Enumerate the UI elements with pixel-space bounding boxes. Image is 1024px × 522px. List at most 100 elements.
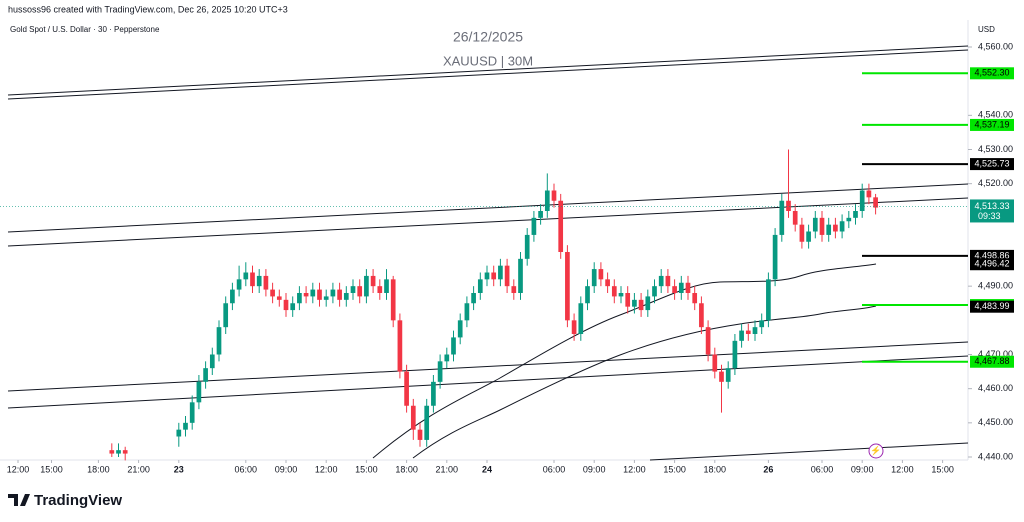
candle-body bbox=[625, 293, 631, 307]
candle-body bbox=[792, 211, 798, 225]
candle-body bbox=[337, 289, 342, 300]
candle-body bbox=[464, 303, 470, 321]
y-tick-label: 4,490.00 bbox=[978, 281, 1013, 291]
candle-body bbox=[330, 289, 336, 297]
level-label-box bbox=[970, 258, 1014, 271]
x-tick-label: 21:00 bbox=[436, 464, 459, 474]
logo-text: TradingView bbox=[34, 492, 122, 509]
candle-body bbox=[859, 190, 865, 211]
candle-body bbox=[343, 293, 349, 300]
x-tick-label: 26 bbox=[763, 464, 773, 474]
candle-body bbox=[578, 303, 584, 334]
candle-body bbox=[719, 371, 724, 382]
watermark-symbol: XAUUSD | 30M bbox=[443, 53, 533, 68]
candle-body bbox=[250, 272, 255, 287]
x-tick-label: 06:00 bbox=[235, 464, 258, 474]
level-label: 4,498.86 bbox=[974, 250, 1009, 260]
candle-body bbox=[585, 286, 590, 304]
candle-body bbox=[243, 272, 249, 280]
x-tick-label: 06:00 bbox=[543, 464, 566, 474]
candle-body bbox=[638, 299, 644, 311]
x-tick-label: 21:00 bbox=[127, 464, 150, 474]
candle-body bbox=[290, 303, 296, 311]
author-line: hussoss96 created with TradingView.com, … bbox=[8, 4, 288, 14]
candle-body bbox=[766, 279, 771, 321]
candle-body bbox=[739, 330, 744, 341]
x-tick-label: 12:00 bbox=[891, 464, 914, 474]
candle-body bbox=[605, 279, 610, 287]
candle-body bbox=[819, 217, 825, 235]
candle-body bbox=[303, 293, 309, 297]
candle-body bbox=[357, 286, 363, 297]
x-tick-label: 09:00 bbox=[275, 464, 298, 474]
event-icon[interactable] bbox=[868, 443, 884, 459]
y-tick-label: 4,560.00 bbox=[978, 41, 1013, 51]
candle-body bbox=[417, 429, 423, 440]
x-tick-label: 15:00 bbox=[355, 464, 378, 474]
logo: TradingView bbox=[8, 492, 122, 509]
candle-body bbox=[404, 371, 409, 406]
x-tick-label: 09:00 bbox=[851, 464, 874, 474]
trend-lines bbox=[7, 45, 969, 461]
candle-body bbox=[685, 282, 691, 293]
candle-body bbox=[116, 450, 121, 454]
candle-body bbox=[518, 258, 523, 293]
candle-body bbox=[866, 190, 872, 198]
level-label: 4,467.88 bbox=[974, 356, 1009, 366]
candle-body bbox=[759, 320, 765, 328]
x-tick-label: 06:00 bbox=[811, 464, 834, 474]
level-label: 4,552.30 bbox=[974, 68, 1009, 78]
candle-body bbox=[799, 224, 805, 242]
candle-body bbox=[833, 224, 838, 232]
level-label: 4,525.73 bbox=[974, 158, 1009, 168]
candle-body bbox=[598, 269, 604, 280]
y-tick-label: 4,440.00 bbox=[978, 451, 1013, 461]
x-tick-label: 24 bbox=[482, 464, 492, 474]
candle-body bbox=[457, 320, 463, 338]
candle-body bbox=[779, 200, 785, 235]
candle-body bbox=[846, 217, 852, 222]
level-label-box bbox=[970, 355, 1014, 368]
candle-body bbox=[699, 303, 704, 328]
candle-body bbox=[618, 293, 624, 297]
candle-body bbox=[806, 231, 811, 242]
candle-body bbox=[276, 296, 282, 300]
candle-body bbox=[230, 289, 235, 304]
candle-body bbox=[176, 429, 182, 437]
candle-body bbox=[786, 200, 791, 211]
candle-body bbox=[712, 354, 718, 372]
candle-body bbox=[551, 190, 557, 201]
candle-body bbox=[725, 368, 731, 382]
candle-body bbox=[384, 279, 389, 293]
candle-body bbox=[745, 330, 751, 334]
candle-body bbox=[826, 224, 832, 235]
candle-body bbox=[390, 279, 396, 321]
level-label-box bbox=[970, 67, 1014, 80]
level-label: 4,496.42 bbox=[974, 259, 1009, 269]
candle-body bbox=[297, 293, 302, 304]
x-tick-label: 18:00 bbox=[395, 464, 418, 474]
y-tick-label: 4,540.00 bbox=[978, 110, 1013, 120]
level-label: 4,483.99 bbox=[974, 301, 1009, 311]
candle-body bbox=[471, 293, 476, 304]
candle-body bbox=[652, 286, 657, 297]
candle-body bbox=[310, 289, 316, 297]
candle-body bbox=[591, 269, 597, 287]
candle-body bbox=[410, 405, 416, 430]
y-tick-label: 4,470.00 bbox=[978, 349, 1013, 359]
candle-body bbox=[705, 327, 711, 355]
candle-body bbox=[812, 217, 818, 232]
candle-body bbox=[511, 286, 517, 293]
candle-body bbox=[209, 354, 215, 369]
watermark-date: 26/12/2025 bbox=[453, 29, 523, 45]
y-tick-label: 4,520.00 bbox=[978, 178, 1013, 188]
candle-body bbox=[658, 275, 664, 287]
countdown-label: 09:33 bbox=[978, 211, 1001, 221]
candle-body bbox=[196, 381, 202, 403]
candle-body bbox=[558, 200, 564, 252]
candle-body bbox=[364, 275, 369, 297]
candle-body bbox=[317, 289, 322, 300]
candle-body bbox=[484, 272, 490, 280]
candle-body bbox=[424, 405, 430, 440]
candle-body bbox=[772, 234, 778, 280]
